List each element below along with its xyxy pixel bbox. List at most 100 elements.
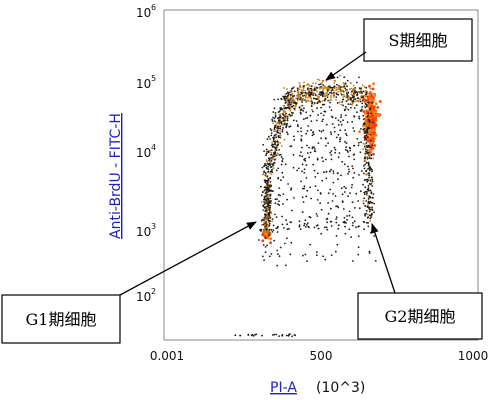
scatter-point (320, 86, 323, 89)
scatter-point (268, 200, 270, 203)
scatter-point (269, 241, 272, 245)
scatter-point (280, 156, 283, 158)
scatter-point (348, 214, 351, 217)
scatter-point (353, 98, 356, 100)
scatter-point (351, 90, 353, 93)
scatter-point (322, 89, 324, 92)
scatter-point (268, 137, 271, 140)
scatter-point (291, 92, 293, 95)
scatter-point (347, 103, 350, 105)
scatter-point (330, 90, 333, 93)
scatter-point (369, 208, 372, 211)
scatter-point (371, 180, 374, 183)
scatter-point (302, 110, 305, 112)
scatter-point (329, 91, 331, 94)
scatter-point (286, 198, 288, 201)
scatter-point (316, 119, 318, 122)
scatter-point (374, 116, 378, 120)
scatter-point (365, 150, 368, 153)
scatter-point (289, 114, 292, 117)
scatter-point (293, 90, 296, 93)
scatter-point (348, 168, 350, 171)
scatter-point (373, 94, 376, 98)
scatter-point (269, 163, 271, 166)
scatter-point (358, 174, 360, 176)
scatter-point (290, 209, 293, 212)
scatter-point (314, 82, 317, 85)
scatter-point (365, 170, 368, 173)
scatter-point (298, 225, 301, 228)
scatter-point (330, 95, 332, 97)
scatter-point (369, 196, 371, 199)
scatter-point (277, 167, 280, 170)
scatter-point (266, 236, 270, 240)
scatter-point (366, 131, 369, 134)
callout-arrow (371, 223, 396, 294)
scatter-point (340, 187, 343, 190)
scatter-point (343, 216, 346, 219)
scatter-point (306, 152, 309, 154)
scatter-point (369, 189, 372, 192)
scatter-point (296, 97, 299, 100)
scatter-point (263, 150, 265, 153)
scatter-point (349, 97, 352, 100)
scatter-point (265, 166, 268, 169)
scatter-point (366, 136, 369, 139)
scatter-point (278, 123, 281, 125)
scatter-point (374, 133, 378, 137)
scatter-point (363, 130, 366, 133)
scatter-point (352, 87, 355, 90)
scatter-point (311, 134, 314, 137)
scatter-point (325, 171, 328, 173)
scatter-point (345, 132, 347, 135)
scatter-point (299, 228, 302, 231)
scatter-point (327, 202, 329, 204)
scatter-point (359, 151, 362, 154)
scatter-point (266, 209, 269, 211)
x-axis-label-link[interactable]: PI-A (270, 380, 297, 396)
scatter-point (356, 138, 359, 140)
scatter-point (304, 98, 307, 101)
x-tick-labels: 0.001 500 1000 (150, 349, 488, 363)
scatter-point (316, 251, 318, 254)
scatter-point (255, 333, 258, 336)
scatter-point (323, 226, 326, 229)
scatter-point (317, 172, 319, 175)
scatter-point (372, 82, 375, 86)
scatter-point (349, 149, 352, 152)
scatter-point (325, 144, 327, 147)
scatter-point (334, 195, 337, 197)
scatter-point (341, 201, 344, 204)
scatter-point (368, 166, 371, 168)
scatter-point (326, 228, 329, 231)
scatter-point (369, 140, 372, 142)
scatter-point (311, 108, 313, 111)
scatter-point (264, 230, 268, 234)
scatter-point (311, 102, 313, 105)
scatter-point (327, 93, 330, 96)
scatter-point (306, 130, 309, 132)
scatter-point (366, 188, 369, 191)
scatter-point (293, 139, 296, 141)
scatter-point (297, 91, 299, 93)
scatter-point (288, 125, 291, 128)
scatter-point (234, 334, 237, 337)
scatter-point (279, 127, 282, 130)
y-axis-label[interactable]: Anti-BrdU - FITC-H (108, 113, 124, 239)
scatter-point (265, 228, 268, 231)
scatter-point (270, 132, 273, 134)
scatter-point (287, 334, 290, 337)
scatter-point (345, 134, 348, 137)
scatter-point (317, 142, 320, 145)
scatter-point (347, 108, 350, 111)
scatter-point (344, 87, 347, 90)
scatter-point (329, 207, 332, 210)
scatter-point (354, 87, 357, 89)
scatter-point (276, 140, 279, 143)
scatter-point (313, 133, 315, 136)
scatter-point (276, 128, 278, 130)
scatter-point (298, 96, 301, 98)
scatter-point (350, 98, 352, 101)
scatter-point (335, 218, 338, 221)
scatter-point (276, 231, 279, 233)
